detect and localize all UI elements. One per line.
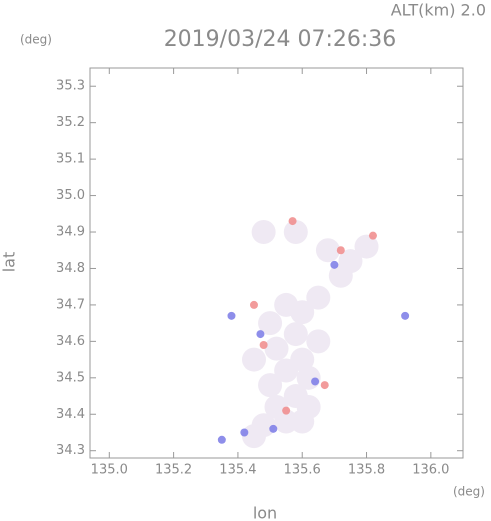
x-unit: (deg): [453, 485, 485, 499]
y-tick-label: 34.7: [56, 297, 85, 312]
x-tick-label: 135.8: [348, 463, 385, 478]
data-point: [282, 406, 291, 415]
y-tick-label: 34.8: [56, 261, 85, 276]
y-tick-label: 34.4: [56, 407, 85, 422]
y-unit: (deg): [20, 33, 52, 47]
data-point: [306, 329, 331, 354]
altitude: ALT(km) 2.0: [391, 1, 486, 20]
data-point: [241, 424, 266, 449]
x-axis-label: lon: [253, 504, 277, 521]
y-tick-label: 35.3: [56, 79, 85, 94]
data-point: [328, 263, 353, 288]
data-point: [259, 341, 268, 350]
y-tick-label: 35.0: [56, 188, 85, 203]
x-tick-label: 135.6: [284, 463, 321, 478]
data-point: [330, 260, 339, 269]
data-point: [306, 285, 331, 310]
y-tick-label: 35.2: [56, 115, 85, 130]
data-point: [320, 381, 329, 390]
data-point: [311, 377, 320, 386]
data-point: [336, 246, 345, 255]
data-point: [240, 428, 249, 437]
y-tick-label: 34.3: [56, 443, 85, 458]
data-point: [256, 330, 265, 339]
y-tick-label: 34.5: [56, 370, 85, 385]
data-point: [227, 311, 236, 320]
data-point: [274, 358, 299, 383]
data-point: [258, 373, 283, 398]
data-point: [283, 220, 308, 245]
data-point: [217, 435, 226, 444]
y-tick-label: 35.1: [56, 152, 85, 167]
x-tick-label: 135.4: [219, 463, 256, 478]
y-tick-label: 34.6: [56, 334, 85, 349]
data-point: [315, 238, 340, 263]
data-point: [241, 347, 266, 372]
y-axis-label: lat: [0, 252, 19, 273]
data-point: [290, 300, 315, 325]
data-point: [288, 217, 297, 226]
data-point: [354, 234, 379, 259]
x-tick-label: 136.0: [412, 463, 449, 478]
x-tick-label: 135.2: [155, 463, 192, 478]
y-tick-label: 34.9: [56, 225, 85, 240]
data-point: [264, 336, 289, 361]
data-point: [368, 231, 377, 240]
data-point: [269, 424, 278, 433]
x-tick-label: 135.0: [91, 463, 128, 478]
data-point: [401, 311, 410, 320]
chart-title: 2019/03/24 07:26:36: [164, 27, 397, 52]
data-point: [283, 322, 308, 347]
data-point: [249, 300, 258, 309]
data-point: [258, 311, 283, 336]
data-point: [251, 220, 276, 245]
data-point: [290, 409, 315, 434]
plot-frame: [89, 67, 464, 459]
